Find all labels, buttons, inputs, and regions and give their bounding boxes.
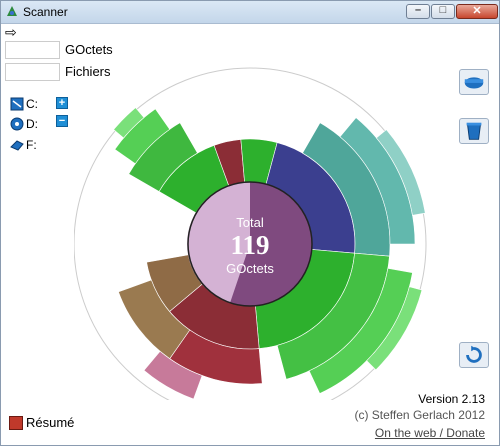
free-space-half: [187, 181, 250, 303]
drive-c-label: C:: [26, 96, 38, 111]
minimize-button[interactable]: –: [406, 4, 430, 19]
disk-usage-sunburst[interactable]: Total 119 GOctets: [74, 40, 434, 400]
drive-d-label: D:: [26, 116, 38, 131]
scanner-app-icon: [7, 6, 17, 16]
folder-segment[interactable]: [113, 107, 145, 139]
size-value-box: [5, 41, 60, 59]
center-circle-border: [187, 181, 313, 307]
folder-segment[interactable]: [143, 350, 203, 400]
resume-label: Résumé: [26, 415, 75, 431]
close-button[interactable]: ✕: [456, 4, 498, 19]
sunburst-segments: [113, 107, 426, 400]
expand-icon[interactable]: +: [56, 97, 68, 109]
files-value-box: [5, 63, 60, 81]
collapse-icon[interactable]: −: [56, 115, 68, 127]
drive-icon: [464, 77, 484, 89]
drive-c[interactable]: C:: [10, 96, 38, 112]
center-value: 119: [230, 230, 269, 260]
folder-segment[interactable]: [375, 129, 426, 216]
maximize-button[interactable]: □: [431, 4, 455, 19]
copyright-label: (c) Steffen Gerlach 2012: [354, 408, 485, 422]
refresh-button[interactable]: [459, 342, 489, 368]
center-label: Total: [236, 215, 264, 230]
drive-f-label: F:: [26, 137, 37, 152]
maximize-icon: □: [439, 4, 447, 16]
trash-icon: [466, 122, 482, 140]
open-folder-button[interactable]: [459, 69, 489, 95]
files-label: Fichiers: [65, 64, 111, 79]
web-donate-link[interactable]: On the web / Donate: [374, 426, 485, 440]
resume-button[interactable]: Résumé: [9, 414, 74, 430]
drive-f[interactable]: F:: [10, 137, 37, 153]
back-arrow-icon[interactable]: ⇨: [5, 24, 17, 40]
window-title: Scanner: [23, 5, 68, 19]
version-label: Version 2.13: [418, 392, 485, 406]
hard-drive-icon: [10, 97, 24, 111]
close-icon: ✕: [472, 5, 482, 17]
drive-d[interactable]: D:: [10, 116, 38, 132]
recycle-bin-button[interactable]: [459, 118, 489, 144]
folder-segment[interactable]: [118, 279, 191, 360]
cd-drive-icon: [10, 117, 24, 131]
refresh-icon: [466, 345, 482, 363]
minimize-icon: –: [414, 4, 422, 16]
resume-icon: [9, 415, 23, 430]
folder-segment[interactable]: [366, 286, 423, 371]
size-unit-label: GOctets: [65, 42, 113, 57]
network-drive-icon: [10, 140, 24, 151]
title-bar: Scanner – □ ✕: [1, 1, 499, 24]
center-unit: GOctets: [226, 261, 274, 276]
